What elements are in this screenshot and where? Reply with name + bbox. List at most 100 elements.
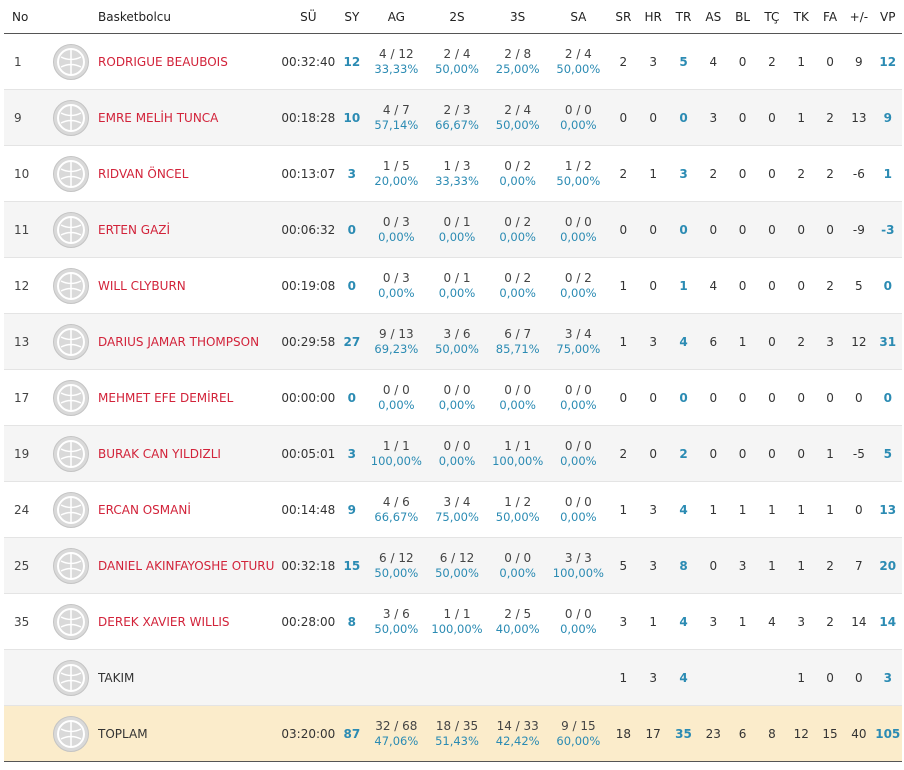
two-made-attempted: 0 / 0 [443,383,471,397]
two-made-attempted: 0 / 0 [443,439,471,453]
table-row: 13 DARIUS JAMAR THOMPSON 00:29:58 27 9 / 13 6… [4,313,902,370]
total-points-value: 87 [337,705,366,762]
reb-value: 3 [668,145,699,202]
player-name-link[interactable]: ERTEN GAZİ [98,222,171,237]
basketball-icon [53,211,90,248]
fg-cell: 4 / 12 33,33% [366,33,427,90]
three-cell: 2 / 4 50,00% [487,89,549,146]
two-made-attempted: 6 / 12 [439,551,475,565]
player-name-cell: ERTEN GAZİ [98,201,280,258]
header-blk: BL [727,0,758,34]
player-name-link[interactable]: EMRE MELİH TUNCA [98,110,219,125]
basketball-icon [53,491,90,528]
oreb-value: 2 [608,145,638,202]
header-ast: AS [698,0,728,34]
pf-value: 2 [815,593,845,650]
eff-value: 0 [873,257,902,314]
header-stl: TK [786,0,816,34]
ft-cell: 3 / 4 75,00% [548,313,609,370]
plus-minus-value: 40 [844,705,874,762]
eff-value: 31 [873,313,902,370]
player-name-link[interactable]: RODRIGUE BEAUBOIS [98,54,228,69]
team-reb-value: 4 [668,649,699,706]
oreb-value: 0 [608,369,638,426]
team-row: TAKIM 1 3 4 1 0 0 3 [4,649,902,706]
team-time-cell [279,649,338,706]
to-value: 2 [757,33,787,90]
player-name-link[interactable]: ERCAN OSMANİ [98,502,191,517]
player-name-link[interactable]: DEREK XAVIER WILLIS [98,614,230,629]
table-row: 35 DEREK XAVIER WILLIS 00:28:00 8 3 / 6 50,00… [4,593,902,650]
three-percentage: 25,00% [495,62,540,76]
jersey-number: 11 [4,201,41,258]
eff-value: 14 [873,593,902,650]
three-cell: 0 / 0 0,00% [487,537,549,594]
fg-made-attempted: 1 / 5 [382,159,410,173]
dreb-value: 3 [638,33,669,90]
plus-minus-value: 0 [844,369,874,426]
dreb-value: 3 [638,537,669,594]
ast-value: 3 [698,593,728,650]
pf-value: 0 [815,33,845,90]
three-cell: 0 / 0 0,00% [487,369,549,426]
ast-value: 23 [698,705,728,762]
player-name-link[interactable]: WILL CLYBURN [98,278,186,293]
fg-percentage: 0,00% [378,286,415,300]
pf-value: 1 [815,481,845,538]
player-name-cell: ERCAN OSMANİ [98,481,280,538]
two-made-attempted: 0 / 1 [443,271,471,285]
player-name-link[interactable]: MEHMET EFE DEMİREL [98,390,234,405]
ft-cell: 0 / 0 0,00% [548,201,609,258]
oreb-value: 1 [608,313,638,370]
dreb-value: 3 [638,313,669,370]
fg-percentage: 0,00% [378,398,415,412]
avatar-cell [40,593,99,650]
team-pf-value: 0 [815,649,845,706]
to-value: 0 [757,425,787,482]
points-value: 9 [337,481,366,538]
header-points: SY [337,0,366,34]
to-value: 1 [757,537,787,594]
blk-value: 0 [727,257,758,314]
points-value: 0 [337,257,366,314]
total-fg-percentage: 47,06% [374,734,419,748]
ft-percentage: 50,00% [556,174,601,188]
three-made-attempted: 0 / 0 [504,551,532,565]
eff-value: 20 [873,537,902,594]
to-value: 0 [757,145,787,202]
player-name-cell: RODRIGUE BEAUBOIS [98,33,280,90]
pf-value: 2 [815,145,845,202]
ft-cell: 0 / 0 0,00% [548,425,609,482]
player-name-link[interactable]: RIDVAN ÖNCEL [98,166,189,181]
team-dreb-value: 3 [638,649,669,706]
player-name-link[interactable]: DARIUS JAMAR THOMPSON [98,334,260,349]
player-name-link[interactable]: DANIEL AKINFAYOSHE OTURU [98,558,275,573]
plus-minus-value: 0 [844,481,874,538]
reb-value: 2 [668,425,699,482]
fg-percentage: 0,00% [378,230,415,244]
blk-value: 0 [727,89,758,146]
team-ast-cell [698,649,728,706]
total-three-cell: 14 / 33 42,42% [487,705,549,762]
three-percentage: 50,00% [495,118,540,132]
ft-cell: 0 / 0 0,00% [548,593,609,650]
two-cell: 0 / 0 0,00% [426,425,488,482]
oreb-value: 5 [608,537,638,594]
ft-percentage: 0,00% [560,622,597,636]
three-percentage: 0,00% [499,398,536,412]
oreb-value: 3 [608,593,638,650]
total-row: TOPLAM 03:20:00 87 32 / 68 47,06% 18 / 35 51,4… [4,705,902,762]
player-name-cell: DARIUS JAMAR THOMPSON [98,313,280,370]
total-ft-cell: 9 / 15 60,00% [548,705,609,762]
ast-value: 1 [698,481,728,538]
two-percentage: 0,00% [438,230,476,244]
to-value: 1 [757,481,787,538]
fg-cell: 9 / 13 69,23% [366,313,427,370]
player-name-link[interactable]: BURAK CAN YILDIZLI [98,446,221,461]
fg-percentage: 33,33% [374,62,419,76]
minutes-value: 00:32:40 [279,33,338,90]
total-two-made-attempted: 18 / 35 [435,719,479,733]
oreb-value: 18 [608,705,638,762]
dreb-value: 1 [638,593,669,650]
fg-percentage: 66,67% [374,510,419,524]
